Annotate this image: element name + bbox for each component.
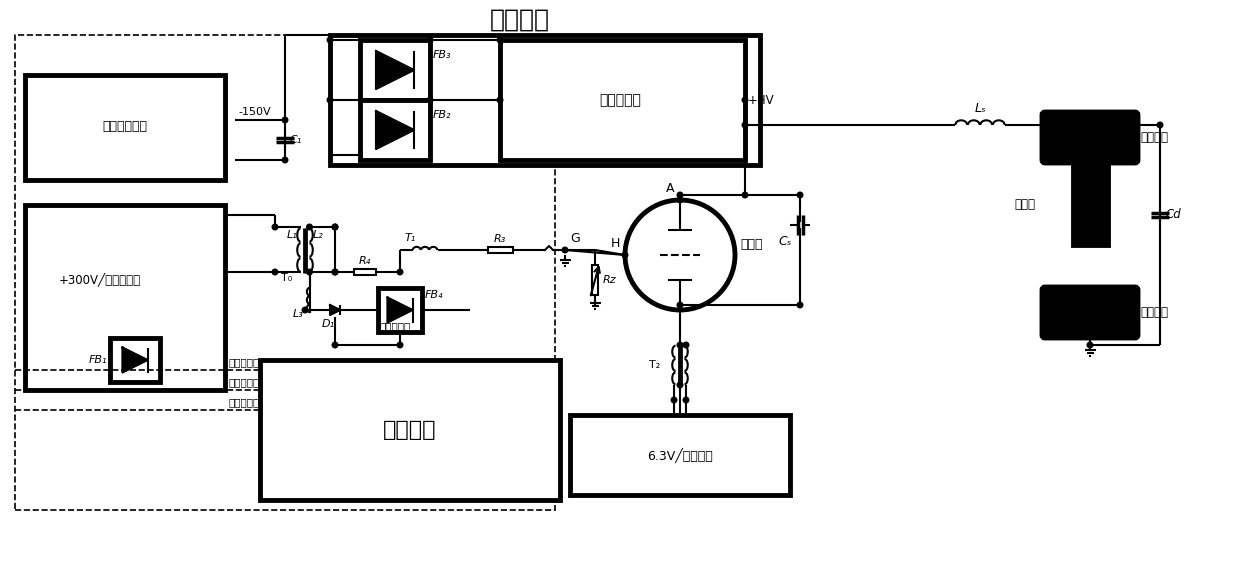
Bar [25, 75, 224, 180]
Polygon shape [123, 347, 148, 372]
Circle shape [332, 269, 337, 275]
Circle shape [397, 342, 403, 348]
Text: L₂: L₂ [312, 230, 324, 240]
Text: FB₄: FB₄ [425, 290, 444, 300]
Circle shape [428, 37, 433, 43]
Circle shape [283, 117, 288, 123]
Bar [25, 205, 224, 390]
Text: Lₛ: Lₛ [975, 102, 986, 115]
Text: H: H [610, 237, 620, 250]
Text: 放电区: 放电区 [1014, 198, 1035, 211]
Circle shape [677, 192, 683, 198]
Text: +HV: +HV [748, 93, 775, 106]
FancyBboxPatch shape [1042, 112, 1138, 163]
Text: +300V╱脉冲发生器: +300V╱脉冲发生器 [60, 273, 141, 287]
Text: T₀: T₀ [281, 273, 293, 283]
Bar [353, 269, 376, 275]
Text: 第三光纤线: 第三光纤线 [228, 397, 260, 407]
Circle shape [332, 224, 337, 230]
Circle shape [683, 342, 688, 348]
Bar [260, 360, 560, 500]
Circle shape [497, 97, 502, 103]
Text: T₁: T₁ [404, 233, 415, 243]
Text: G: G [570, 232, 580, 245]
Circle shape [397, 269, 403, 275]
Circle shape [797, 192, 802, 198]
Text: Rz: Rz [603, 275, 616, 285]
Text: 6.3V╱直流电源: 6.3V╱直流电源 [647, 447, 713, 463]
Bar [1073, 160, 1107, 245]
Bar [378, 288, 422, 332]
Bar [500, 40, 745, 160]
Text: 第四光纤线: 第四光纤线 [379, 321, 412, 331]
Text: FB₁: FB₁ [88, 355, 107, 365]
Bar [360, 100, 430, 160]
Text: T₂: T₂ [650, 360, 661, 370]
Text: -150V: -150V [238, 107, 270, 117]
Bar [15, 35, 556, 510]
Text: FB₃: FB₃ [433, 50, 451, 60]
Circle shape [562, 247, 568, 253]
Circle shape [622, 252, 627, 258]
Text: C₁: C₁ [290, 135, 303, 145]
Circle shape [677, 342, 683, 348]
Text: 高压电源: 高压电源 [490, 8, 551, 32]
Polygon shape [387, 298, 413, 323]
Text: 阳极电极: 阳极电极 [1140, 306, 1168, 319]
Text: 闸流管: 闸流管 [740, 238, 763, 251]
Circle shape [283, 157, 288, 163]
Circle shape [273, 269, 278, 275]
Text: 第一光纤线: 第一光纤线 [228, 357, 260, 367]
Circle shape [1087, 342, 1092, 348]
Circle shape [683, 397, 688, 403]
Text: FB₂: FB₂ [433, 110, 451, 120]
Polygon shape [376, 111, 414, 149]
Circle shape [332, 342, 337, 348]
Bar [360, 40, 430, 100]
Bar [330, 35, 760, 165]
Text: 高压发生器: 高压发生器 [599, 93, 641, 107]
Text: Cₛ: Cₛ [779, 235, 791, 248]
Circle shape [332, 269, 337, 275]
Circle shape [743, 97, 748, 103]
Circle shape [797, 302, 802, 308]
FancyBboxPatch shape [1042, 287, 1138, 338]
Circle shape [273, 224, 278, 230]
Circle shape [1087, 122, 1092, 128]
Circle shape [743, 192, 748, 198]
Bar [570, 415, 790, 495]
Circle shape [332, 224, 337, 230]
Circle shape [743, 122, 748, 128]
Text: R₄: R₄ [358, 255, 371, 266]
Circle shape [303, 307, 308, 313]
Text: 中控系统: 中控系统 [383, 420, 436, 440]
Text: D₁: D₁ [321, 319, 335, 329]
Circle shape [306, 269, 312, 275]
Text: R₃: R₃ [494, 233, 506, 244]
Text: 阴极电极: 阴极电极 [1140, 131, 1168, 144]
Circle shape [677, 197, 683, 203]
Polygon shape [330, 305, 340, 315]
Circle shape [671, 397, 677, 403]
Circle shape [327, 97, 332, 103]
Circle shape [497, 37, 502, 43]
Text: A: A [666, 182, 675, 195]
Circle shape [1157, 122, 1163, 128]
Polygon shape [376, 51, 414, 89]
Text: 第二光纤线: 第二光纤线 [228, 377, 260, 387]
Bar [591, 265, 598, 295]
Circle shape [677, 302, 683, 308]
Circle shape [428, 97, 433, 103]
Text: 负偏压发生器: 负偏压发生器 [103, 120, 148, 133]
Text: L₁: L₁ [286, 230, 298, 240]
Circle shape [677, 382, 683, 388]
Circle shape [306, 224, 312, 230]
Text: Cd: Cd [1166, 208, 1182, 221]
Bar [110, 338, 160, 382]
Bar [487, 247, 512, 253]
Text: L₃: L₃ [293, 309, 304, 319]
Circle shape [327, 37, 332, 43]
